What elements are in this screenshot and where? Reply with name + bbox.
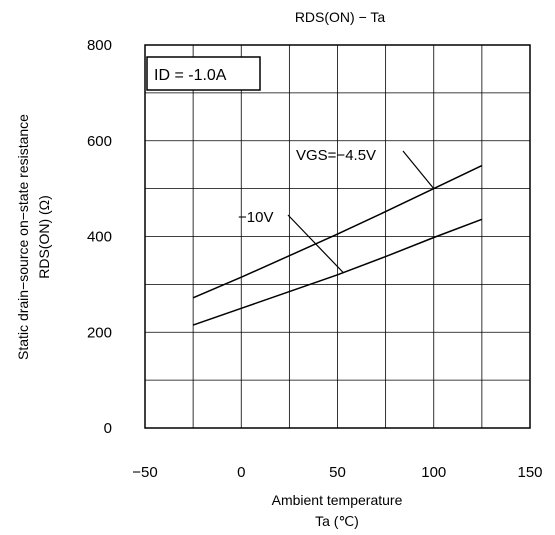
y-tick-label: 200 bbox=[87, 324, 112, 341]
series-lines bbox=[192, 164, 483, 326]
x-tick-labels: −50 0 50 100 150 bbox=[132, 464, 542, 481]
annotation-vgs-10: −10V bbox=[238, 209, 273, 226]
y-tick-label: 600 bbox=[87, 133, 112, 150]
y-axis-label: Static drain−source on−state resistance bbox=[15, 114, 31, 360]
x-axis-label: Ambient temperature bbox=[272, 492, 403, 508]
condition-box-label: ID = -1.0A bbox=[154, 67, 227, 84]
annotation-leaders bbox=[287, 150, 435, 274]
chart-title: RDS(ON) − Ta bbox=[295, 9, 386, 25]
y-tick-label: 400 bbox=[87, 229, 112, 246]
x-tick-label: 50 bbox=[329, 464, 346, 481]
x-tick-label: 0 bbox=[237, 464, 245, 481]
y-tick-label: 800 bbox=[87, 37, 112, 54]
y-tick-label: 0 bbox=[104, 420, 112, 437]
x-tick-label: −50 bbox=[132, 464, 157, 481]
y-tick-labels: 0 200 400 600 800 bbox=[87, 37, 112, 437]
annotation-leader-1 bbox=[287, 214, 344, 274]
grid bbox=[145, 45, 530, 428]
x-tick-label: 100 bbox=[421, 464, 446, 481]
condition-box bbox=[146, 56, 261, 91]
annotation-leader-0 bbox=[402, 150, 435, 190]
y-axis-unit: RDS(ON) (Ω) bbox=[36, 195, 52, 279]
series-line-1 bbox=[192, 218, 483, 326]
x-axis-unit: Ta (℃) bbox=[315, 513, 359, 529]
plot-frame bbox=[144, 44, 531, 429]
annotation-vgs-45: VGS=−4.5V bbox=[296, 147, 376, 164]
x-tick-label: 150 bbox=[517, 464, 542, 481]
series-line-0 bbox=[192, 164, 483, 299]
